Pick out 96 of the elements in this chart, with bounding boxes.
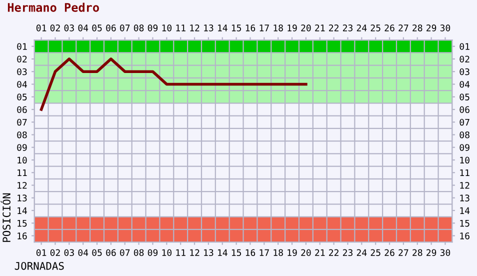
y-tick-label: 01 [17, 43, 27, 50]
y2-tick-label: 13 [460, 194, 470, 202]
category-label: 07 [120, 24, 130, 32]
y-tick-label: 05 [17, 94, 27, 100]
line-series [40, 58, 308, 111]
category-label: 05 [92, 24, 102, 32]
category-label: 02 [50, 24, 60, 32]
x-tick-label: 09 [148, 249, 158, 256]
y2-tick-label: 10 [460, 156, 470, 164]
y2-tick-label: 09 [460, 144, 470, 151]
category-label: 01 [36, 24, 46, 32]
y2-tick-label: 16 [460, 232, 470, 240]
x-tick-label: 29 [426, 249, 436, 256]
category-label: 28 [412, 24, 422, 32]
x-tick-label: 23 [342, 249, 352, 256]
category-label: 14 [218, 24, 228, 32]
y2-tick-label: 07 [460, 118, 470, 126]
category-label: 20 [301, 24, 311, 32]
category-label: 08 [134, 24, 144, 32]
x-tick-label: 28 [412, 249, 422, 256]
category-label: 11 [176, 24, 186, 32]
y2-tick-label: 14 [460, 207, 470, 214]
x-tick-label: 14 [218, 249, 228, 256]
category-label: 17 [260, 24, 269, 32]
y-tick-label: 02 [17, 56, 27, 63]
category-label: 22 [329, 24, 338, 32]
y2-tick-label: 05 [460, 94, 470, 100]
y2-tick-label: 01 [460, 43, 470, 50]
category-label: 16 [246, 24, 256, 32]
y2-tick-label: 02 [460, 56, 470, 63]
category-label: 25 [370, 24, 380, 32]
category-label: 03 [64, 24, 74, 32]
y-axis-title: POSICIÓN [0, 193, 11, 242]
y2-tick-label: 06 [460, 106, 470, 114]
y-tick-label: 12 [18, 182, 27, 189]
category-label: 29 [426, 24, 436, 32]
y2-tick-label: 03 [460, 68, 470, 76]
category-label: 26 [384, 24, 394, 32]
x-tick-label: 22 [329, 249, 338, 256]
category-label: 13 [204, 24, 214, 32]
y-tick-label: 16 [18, 232, 27, 240]
y-tick-label: 15 [18, 220, 27, 227]
x-tick-label: 18 [274, 249, 283, 256]
y2-tick-label: 08 [460, 131, 470, 138]
x-axis-title: JORNADAS [14, 262, 64, 270]
category-label: 24 [356, 24, 367, 32]
x-tick-label: 10 [162, 249, 172, 256]
x-tick-label: 27 [398, 249, 408, 256]
y2-tick-label: 11 [460, 169, 470, 176]
x-tick-label: 25 [370, 249, 380, 256]
category-label: 23 [342, 24, 352, 32]
x-tick-label: 19 [288, 249, 297, 256]
category-label: 09 [148, 24, 158, 32]
category-label: 10 [162, 24, 172, 32]
y-tick-label: 04 [17, 80, 27, 88]
x-tick-label: 17 [260, 249, 269, 256]
x-tick-label: 04 [78, 249, 88, 256]
y2-tick-label: 04 [460, 80, 470, 88]
category-label: 21 [315, 24, 325, 32]
y-tick-label: 06 [17, 106, 27, 114]
y-tick-label: 11 [18, 169, 27, 176]
y-tick-label: 07 [17, 118, 27, 126]
x-tick-label: 12 [190, 249, 200, 256]
x-tick-label: 16 [246, 249, 256, 256]
x-tick-label: 03 [64, 249, 74, 256]
x-tick-label: 05 [92, 249, 102, 256]
y-tick-label: 14 [18, 207, 27, 214]
x-tick-label: 06 [106, 249, 116, 256]
y-tick-label: 08 [17, 131, 27, 138]
y-tick-label: 09 [17, 144, 27, 151]
y-tick-label: 10 [18, 156, 27, 164]
x-tick-label: 11 [176, 249, 186, 256]
x-tick-label: 30 [440, 249, 450, 256]
chart-title: Hermano Pedro [8, 2, 99, 12]
x-tick-label: 26 [384, 249, 394, 256]
category-label: 15 [232, 24, 242, 32]
x-tick-label: 13 [204, 249, 214, 256]
y-tick-label: 03 [17, 68, 27, 76]
category-label: 04 [78, 24, 88, 32]
y2-tick-label: 15 [460, 220, 470, 227]
category-label: 06 [106, 24, 116, 32]
x-tick-label: 07 [120, 249, 130, 256]
category-label: 27 [398, 24, 408, 32]
category-label: 30 [440, 24, 450, 32]
y2-tick-label: 12 [460, 182, 470, 189]
x-tick-label: 02 [50, 249, 60, 256]
category-label: 12 [190, 24, 200, 32]
category-label: 19 [288, 24, 297, 32]
x-tick-label: 24 [356, 249, 367, 256]
x-tick-label: 01 [36, 249, 46, 256]
x-tick-label: 15 [232, 249, 242, 256]
x-tick-label: 20 [301, 249, 311, 256]
x-tick-label: 08 [134, 249, 144, 256]
category-label: 18 [274, 24, 283, 32]
y-tick-label: 13 [18, 194, 27, 202]
x-tick-label: 21 [315, 249, 325, 256]
